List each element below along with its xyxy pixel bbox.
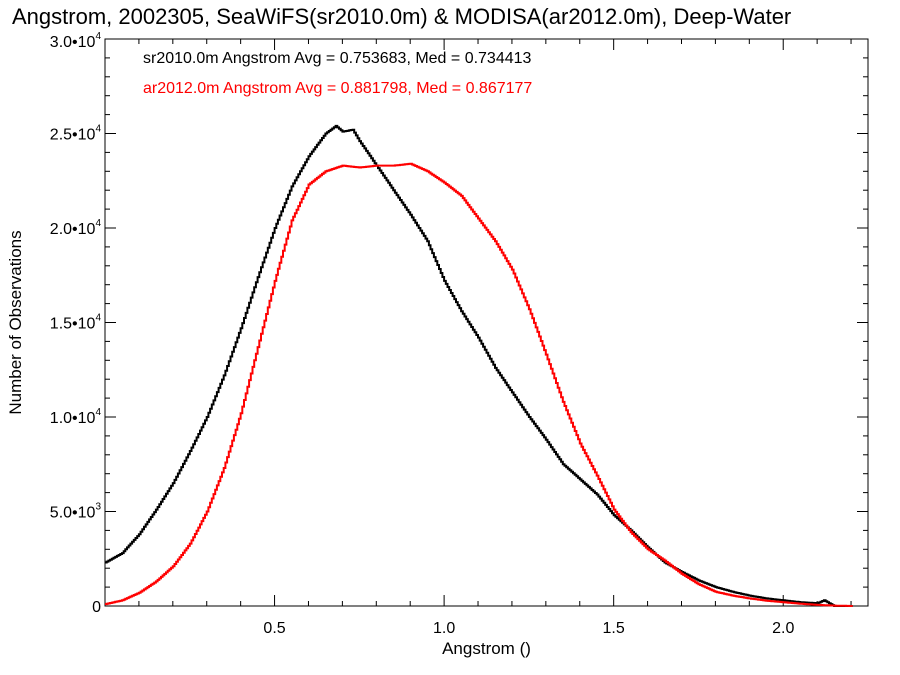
y-tick-label: 5.0•103 [50, 502, 102, 522]
x-tick-label: 1.0 [433, 620, 455, 637]
x-tick-label: 0.5 [263, 620, 285, 637]
series-lines [105, 124, 853, 607]
y-tick-label: 3.0•104 [50, 31, 102, 51]
y-tick-label: 0 [92, 599, 101, 616]
y-tick-label: 1.5•104 [50, 313, 102, 333]
x-tick-label: 1.5 [603, 620, 625, 637]
series-line-sr2010 [105, 124, 853, 607]
x-axis-label: Angstrom () [442, 639, 531, 658]
y-tick-labels: 0 5.0•103 1.0•104 1.5•104 2.0•104 2.5•104 3.0•… [50, 31, 102, 616]
y-tick-label: 2.0•104 [50, 218, 102, 238]
y-tick-label: 2.5•104 [50, 124, 102, 144]
plot-frame [104, 38, 869, 607]
axis-ticks [105, 39, 868, 606]
legend-entry: ar2012.0m Angstrom Avg = 0.881798, Med =… [143, 80, 532, 97]
chart-title: Angstrom, 2002305, SeaWiFS(sr2010.0m) & … [12, 4, 791, 29]
x-tick-labels: 0.5 1.0 1.5 2.0 [263, 620, 794, 637]
y-axis-label: Number of Observations [6, 230, 25, 414]
y-tick-label: 1.0•104 [50, 407, 102, 427]
series-line-ar2012 [105, 162, 853, 607]
x-tick-label: 2.0 [772, 620, 794, 637]
legend-entry: sr2010.0m Angstrom Avg = 0.753683, Med =… [143, 50, 532, 67]
legend: sr2010.0m Angstrom Avg = 0.753683, Med =… [143, 50, 532, 97]
